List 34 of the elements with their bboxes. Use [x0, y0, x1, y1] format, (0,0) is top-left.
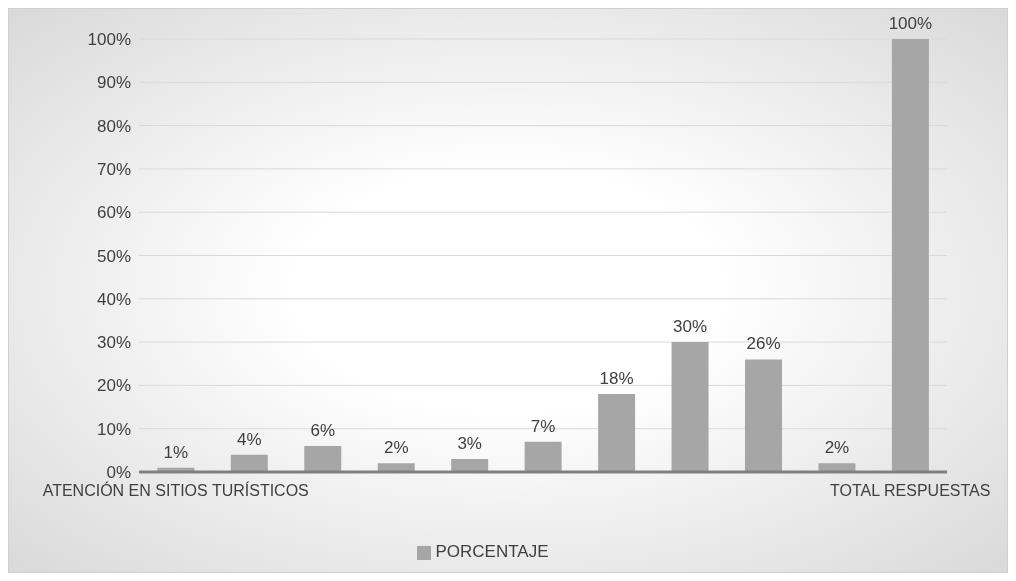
x-tick-label: TOTAL RESPUESTAS — [830, 482, 991, 499]
data-label: 7% — [530, 416, 556, 436]
data-label: 3% — [457, 434, 482, 454]
bar — [524, 441, 562, 472]
y-tick-label: 30% — [96, 333, 131, 353]
bar — [891, 39, 929, 472]
bar — [745, 359, 782, 472]
y-tick-label: 40% — [96, 289, 131, 309]
data-label: 26% — [746, 334, 781, 354]
data-label: 2% — [383, 438, 409, 458]
data-label: 1% — [163, 442, 189, 462]
bar — [818, 463, 856, 472]
y-tick-label: 80% — [96, 116, 131, 136]
data-label: 18% — [599, 369, 634, 389]
data-label: 4% — [237, 429, 262, 449]
x-tick-label: ATENCIÓN EN SITIOS TURÍSTICOS — [42, 481, 309, 499]
y-tick-label: 50% — [96, 246, 131, 266]
y-tick-label: 90% — [96, 73, 131, 93]
y-tick-label: 100% — [87, 30, 131, 50]
bar — [598, 394, 636, 472]
bar — [230, 454, 268, 472]
legend-label: PORCENTAJE — [435, 542, 549, 561]
y-tick-label: 70% — [96, 159, 131, 179]
data-label: 30% — [673, 317, 708, 337]
data-label: 2% — [824, 438, 850, 458]
data-label: 6% — [310, 421, 336, 441]
bar — [304, 446, 342, 472]
bar — [377, 463, 415, 472]
data-label: 100% — [888, 14, 933, 33]
y-tick-label: 20% — [96, 376, 131, 396]
y-tick-label: 60% — [96, 203, 131, 223]
y-tick-label: 10% — [96, 419, 131, 439]
bar — [451, 459, 489, 472]
bar — [671, 342, 709, 472]
